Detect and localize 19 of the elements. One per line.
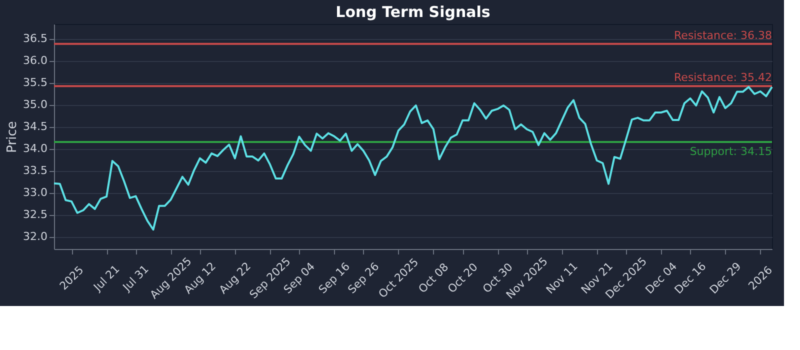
y-tick-label: 33.0 <box>23 186 48 200</box>
y-tick-label: 35.5 <box>23 76 48 90</box>
ref-line-label: Support: 34.15 <box>690 145 772 158</box>
x-tick-label: Jul 31 <box>120 262 152 294</box>
x-tick-label: Dec 29 <box>707 260 744 296</box>
y-tick-label: 34.0 <box>23 142 48 156</box>
y-tick-label: 35.0 <box>23 98 48 112</box>
y-tick-label: 36.0 <box>23 54 48 68</box>
y-tick-label: 36.5 <box>23 32 48 46</box>
y-axis-title: Price <box>5 121 20 153</box>
y-tick-label: 34.5 <box>23 120 48 134</box>
y-tick-label: 33.5 <box>23 164 48 178</box>
x-tick-label: Jul 21 <box>90 262 122 294</box>
y-tick-label: 32.5 <box>23 208 48 222</box>
y-tick-label: 32.0 <box>23 230 48 244</box>
chart-title: Long Term Signals <box>336 3 490 21</box>
ref-line-label: Resistance: 35.42 <box>674 71 772 84</box>
ref-line-label: Resistance: 36.38 <box>674 28 772 42</box>
line-series <box>53 86 773 231</box>
